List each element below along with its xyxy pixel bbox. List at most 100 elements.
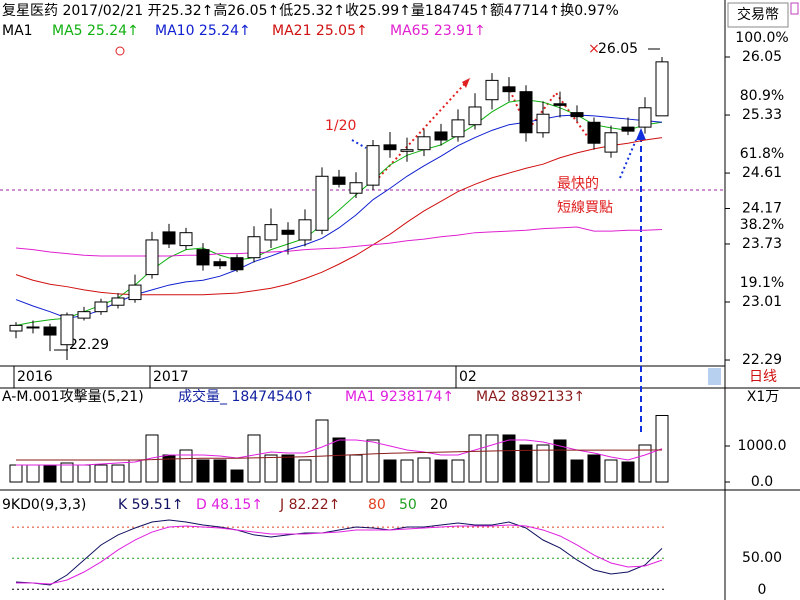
volume-bar xyxy=(502,434,516,483)
arrow-head xyxy=(462,78,470,88)
annotation: 最快的 xyxy=(557,176,599,192)
y-tick-label: 0.0 xyxy=(751,474,773,490)
candle-body xyxy=(43,326,57,336)
candle-body xyxy=(417,136,431,151)
candle-body xyxy=(553,103,567,106)
candle-body xyxy=(213,261,227,267)
x-tick-label: 02 xyxy=(459,369,477,385)
volume-bar xyxy=(349,454,363,483)
level-label: 50 xyxy=(399,497,417,513)
volume-bar xyxy=(570,459,584,483)
panel-title: A-M.001攻擊量(5,21) xyxy=(2,388,144,405)
candle-body xyxy=(502,86,516,93)
x-tick-label: 2016 xyxy=(17,369,53,385)
candle-body xyxy=(128,284,142,301)
unit-label: X1万 xyxy=(747,389,780,405)
candle-body xyxy=(468,106,482,126)
volume-bar xyxy=(264,454,278,483)
legend-entry: K 59.51↑ xyxy=(118,497,183,513)
y-tick-label: 23.01 xyxy=(742,294,782,310)
volume-bar xyxy=(621,461,635,483)
line-series xyxy=(15,519,663,586)
y-tick-label: 1000.0 xyxy=(738,438,787,454)
level-label: 80 xyxy=(368,497,386,513)
fib-label: 100.0% xyxy=(735,30,788,46)
volume-bar xyxy=(587,454,601,483)
panel-title: 9KD0(9,3,3) xyxy=(2,497,86,513)
y-tick-label: 0 xyxy=(758,582,767,598)
fib-label: 80.9% xyxy=(740,88,784,104)
marker: × xyxy=(588,41,600,57)
candle-body xyxy=(655,61,669,117)
volume-bar xyxy=(43,464,57,483)
volume-bar xyxy=(298,459,312,483)
fib-label: 61.8% xyxy=(740,146,784,162)
volume-bar xyxy=(247,434,261,483)
legend-entry: MA21 25.05↑ xyxy=(272,23,368,39)
candle-body xyxy=(519,91,533,134)
candle-body xyxy=(315,175,329,231)
candle-body xyxy=(587,121,601,144)
volume-bar xyxy=(9,464,23,483)
volume-bar xyxy=(196,459,210,483)
candle-body xyxy=(451,119,465,138)
candle-body xyxy=(570,112,584,118)
volume-bar xyxy=(128,459,142,483)
tab-icon[interactable] xyxy=(708,368,721,385)
candle-body xyxy=(485,79,499,101)
candle-body xyxy=(536,113,550,134)
candle-body xyxy=(111,297,125,306)
candle-body xyxy=(247,236,261,259)
legend-entry: MA5 25.24↑ xyxy=(52,23,139,39)
volume-bar xyxy=(366,439,380,483)
y-tick-label: 24.61 xyxy=(742,165,782,181)
candle-body xyxy=(145,239,159,276)
candle-body xyxy=(638,107,652,128)
extra-label: J 82.22↑ xyxy=(279,497,340,513)
candle-body xyxy=(196,249,210,266)
currency-label[interactable]: 交易幣 xyxy=(737,6,779,23)
arrow-head xyxy=(636,128,646,140)
volume-bar xyxy=(604,459,618,483)
legend-entry: D 48.15↑ xyxy=(196,497,263,513)
volume-bar xyxy=(111,464,125,483)
volume-bar xyxy=(94,464,108,483)
candle-body xyxy=(621,126,635,132)
line-series xyxy=(15,99,663,326)
indicator-label: MA1 xyxy=(2,23,33,39)
volume-bar xyxy=(468,434,482,483)
legend-entry: 成交量_ 18474540↑ xyxy=(178,388,314,405)
candle-body xyxy=(281,229,295,235)
line-series xyxy=(16,524,663,585)
volume-bar xyxy=(536,444,550,483)
volume-bar xyxy=(281,454,295,483)
annotation: 短線買點 xyxy=(557,200,613,216)
volume-bar xyxy=(230,469,244,483)
candle-body xyxy=(349,182,363,194)
volume-bar xyxy=(26,464,40,483)
chart-title: 复星医药 2017/02/21 开25.32↑高26.05↑低25.32↑收25… xyxy=(2,2,619,19)
high-label: 26.05 xyxy=(598,41,638,57)
currency-box[interactable] xyxy=(727,2,789,28)
trend-annotation xyxy=(371,77,471,186)
candle-body xyxy=(77,311,91,319)
corner-icon[interactable] xyxy=(790,2,799,15)
volume-bar xyxy=(400,459,414,483)
candle-body xyxy=(332,176,346,185)
legend-entry: MA65 23.91↑ xyxy=(390,23,486,39)
line-series xyxy=(16,449,663,461)
volume-bar xyxy=(485,434,499,483)
plot-layer: 22.29 23.01 19.1% 23.73 38.2%24.17 24.61 61.8%… xyxy=(9,23,789,598)
candle-body xyxy=(604,132,618,153)
annotation: 1/20 xyxy=(325,118,356,134)
candle-body xyxy=(60,314,74,346)
candle-body xyxy=(366,145,380,186)
legend-entry: MA2 8892133↑ xyxy=(476,389,585,405)
tab-label[interactable]: 日线 xyxy=(749,369,777,385)
line-series xyxy=(15,226,663,257)
volume-bar xyxy=(60,462,74,483)
volume-bar xyxy=(315,419,329,483)
y-tick-label: 50.00 xyxy=(742,550,782,566)
y-tick-label: 26.05 xyxy=(742,49,782,65)
